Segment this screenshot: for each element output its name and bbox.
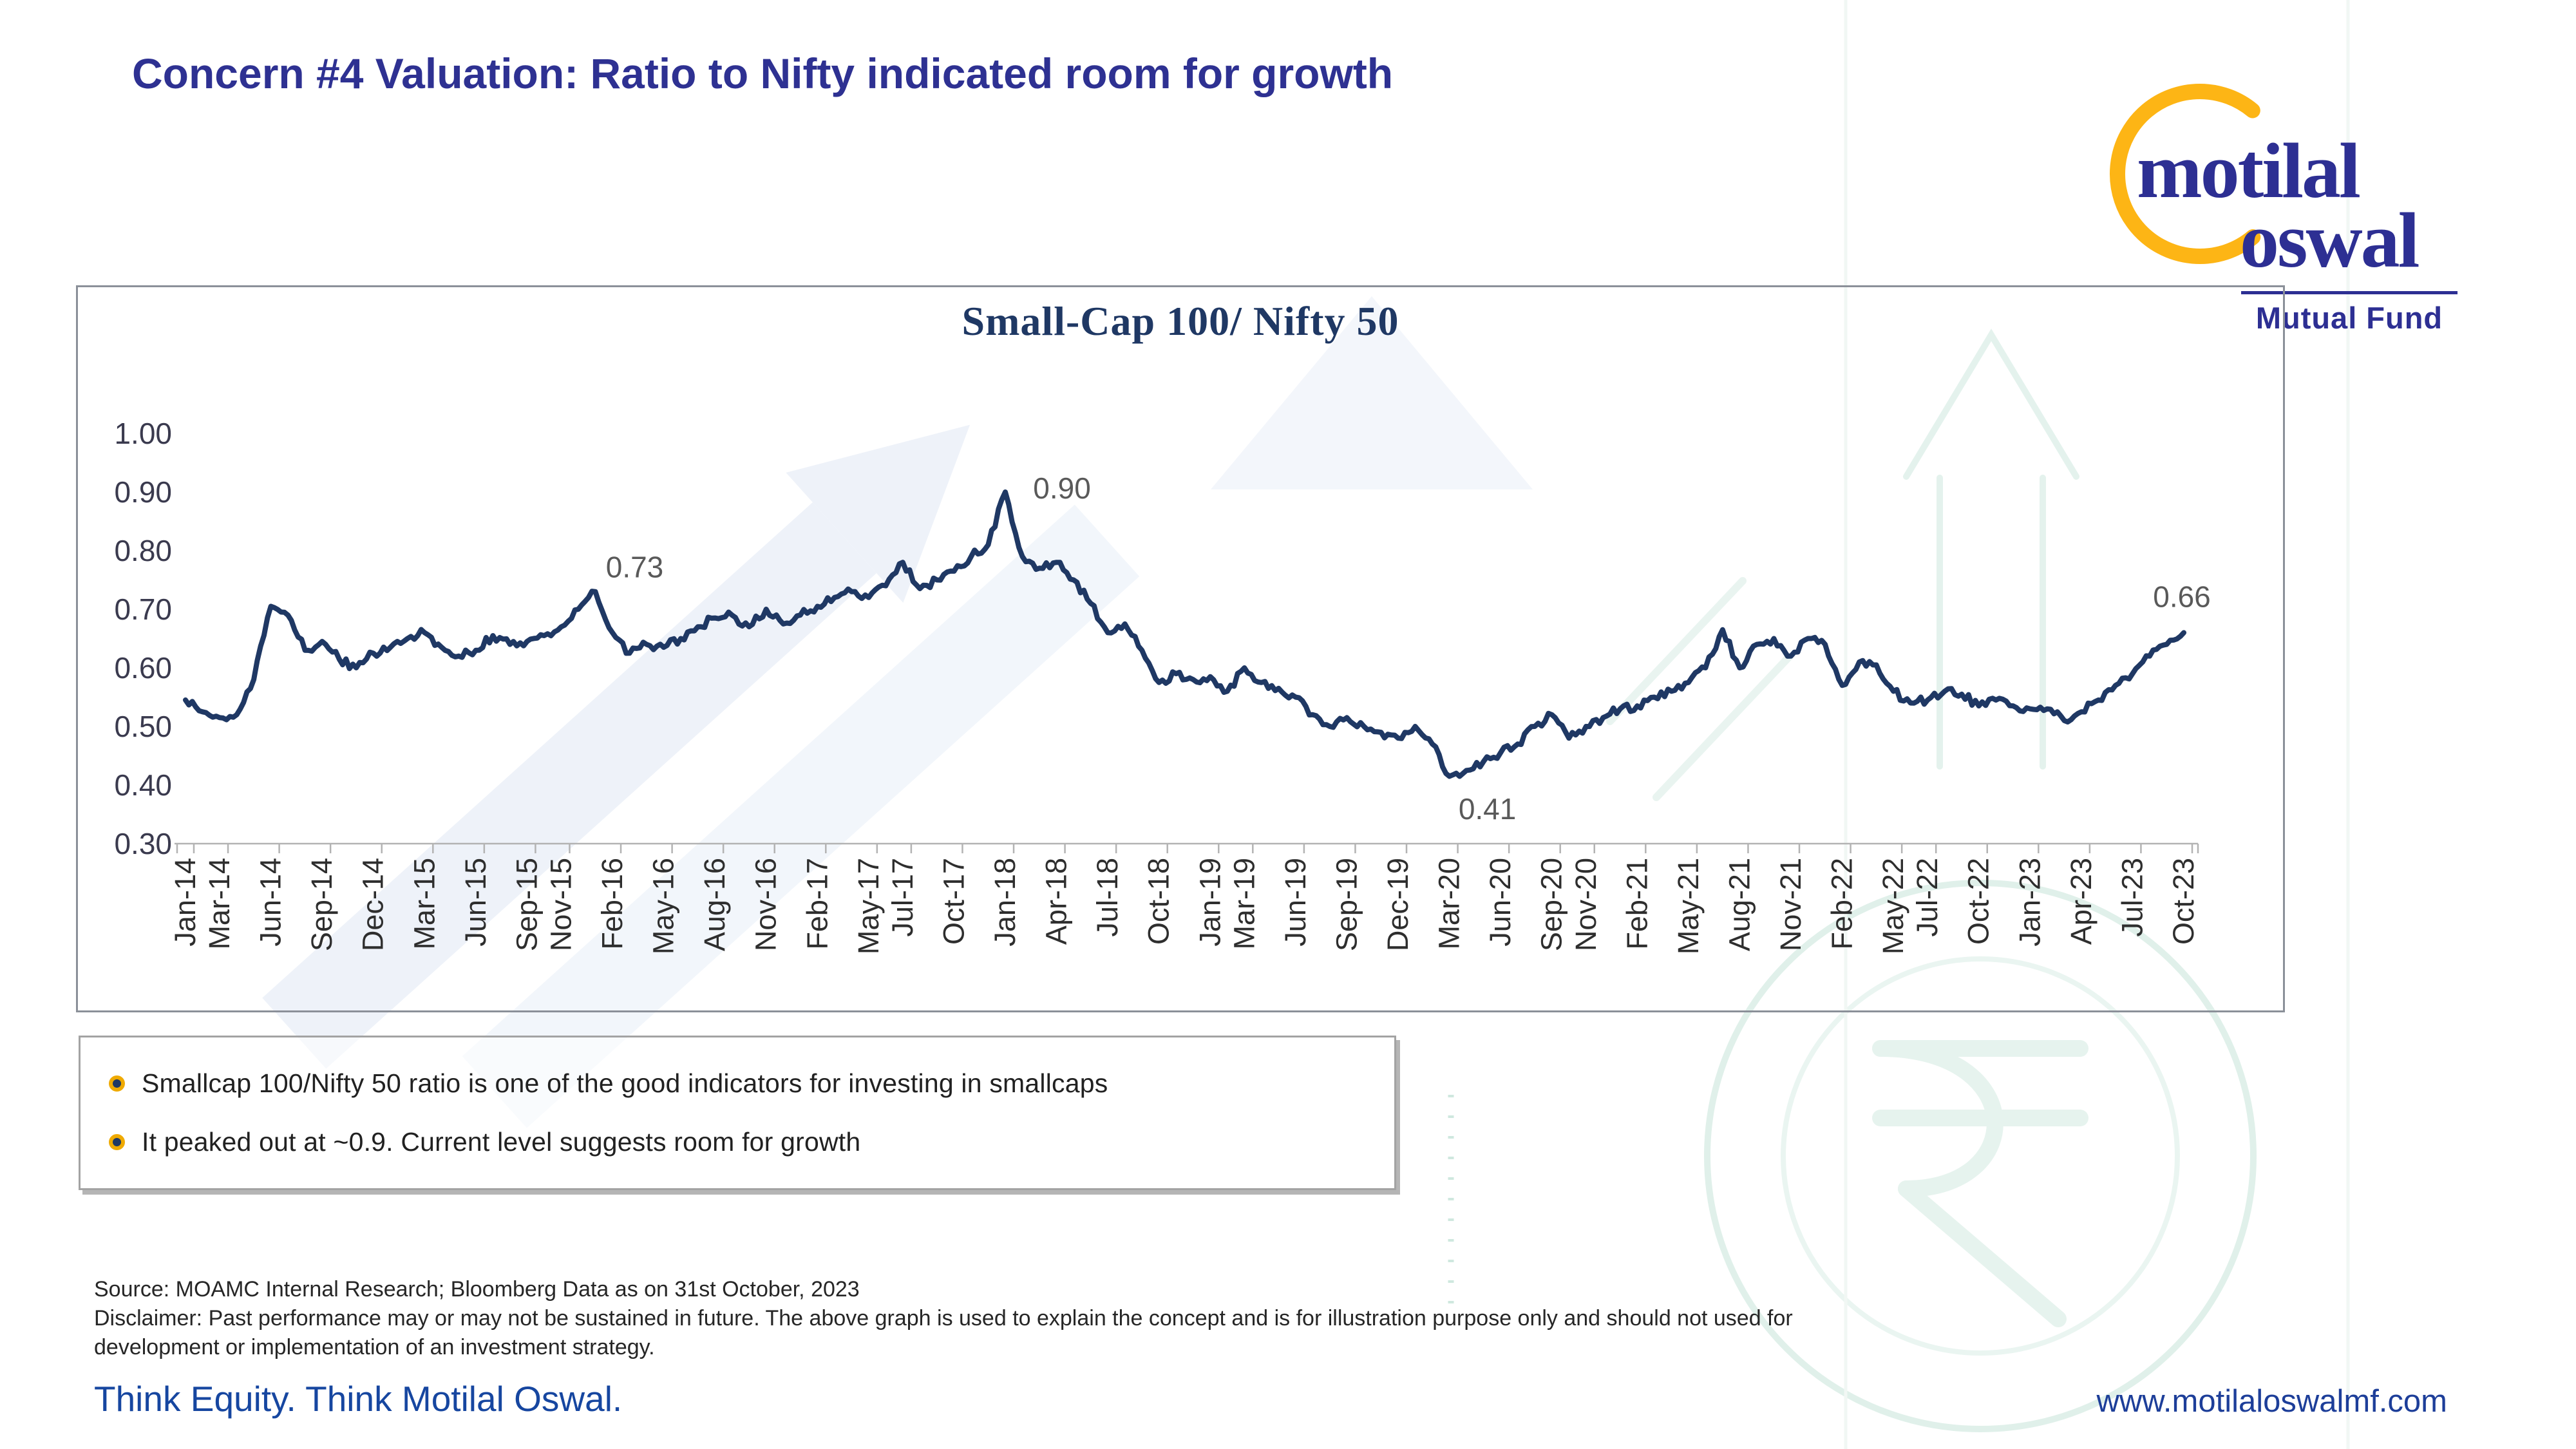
bullet-marker-icon xyxy=(109,1075,125,1092)
source-disclaimer: Source: MOAMC Internal Research; Bloombe… xyxy=(94,1275,1793,1362)
page-title: Concern #4 Valuation: Ratio to Nifty ind… xyxy=(132,50,1394,97)
x-axis-tick-label: Mar-19 xyxy=(1227,858,1260,950)
annotation-0.41: 0.41 xyxy=(1459,792,1517,826)
x-axis-tick-label: Oct-18 xyxy=(1142,858,1175,945)
x-axis-tick-label: Apr-23 xyxy=(2065,858,2098,945)
x-axis-tick-label: Aug-16 xyxy=(698,858,731,951)
x-axis-tick-label: Feb-21 xyxy=(1620,858,1653,950)
x-axis-tick-label: May-17 xyxy=(852,858,885,954)
annotation-0.73: 0.73 xyxy=(606,551,664,584)
x-axis-tick-label: Sep-15 xyxy=(510,858,543,951)
y-axis-tick-label: 0.50 xyxy=(114,710,172,743)
x-axis-tick-label: Nov-20 xyxy=(1569,858,1602,951)
x-axis-tick-label: May-16 xyxy=(647,858,680,954)
x-axis-tick-label: Oct-17 xyxy=(937,858,970,945)
x-axis-tick-label: Jun-19 xyxy=(1279,858,1312,947)
x-axis-tick-label: May-22 xyxy=(1877,858,1909,954)
x-axis-tick-label: Oct-22 xyxy=(1962,858,1995,945)
x-axis-tick-label: Feb-16 xyxy=(596,858,629,950)
x-axis-tick-label: Jul-17 xyxy=(886,858,919,937)
x-axis-tick-label: Nov-21 xyxy=(1774,858,1807,951)
x-axis-tick-label: Jan-23 xyxy=(2013,858,2046,947)
x-axis-tick-label: Jul-23 xyxy=(2116,858,2148,937)
x-axis-tick-label: Jul-18 xyxy=(1091,858,1124,937)
x-axis-tick-label: Dec-19 xyxy=(1381,858,1414,951)
x-axis-tick-label: Feb-17 xyxy=(800,858,833,950)
x-axis-tick-label: Feb-22 xyxy=(1826,858,1859,950)
brand-tagline: Think Equity. Think Motilal Oswal. xyxy=(94,1379,623,1419)
bullet-text: It peaked out at ~0.9. Current level sug… xyxy=(142,1127,861,1157)
y-axis-tick-label: 0.40 xyxy=(114,768,172,802)
y-axis-tick-label: 0.30 xyxy=(114,827,172,860)
x-axis-tick-label: Oct-23 xyxy=(2167,858,2200,945)
x-axis-tick-label: Jul-22 xyxy=(1911,858,1944,937)
logo-word-oswal: oswal xyxy=(2240,197,2420,284)
x-axis-tick-label: May-21 xyxy=(1672,858,1705,954)
x-axis-tick-label: Mar-15 xyxy=(408,858,440,950)
y-axis-tick-label: 0.70 xyxy=(114,592,172,626)
x-axis-tick-label: Jan-14 xyxy=(169,858,202,947)
y-axis-tick-label: 0.60 xyxy=(114,651,172,685)
insights-box: Smallcap 100/Nifty 50 ratio is one of th… xyxy=(79,1036,1396,1190)
x-axis-tick-label: Sep-20 xyxy=(1535,858,1568,951)
x-axis-tick-label: Dec-14 xyxy=(357,858,390,951)
disclaimer-line-2: development or implementation of an inve… xyxy=(94,1334,655,1359)
x-axis-tick-label: Sep-19 xyxy=(1330,858,1363,951)
x-axis-tick-label: Mar-14 xyxy=(203,858,236,950)
bullet-text: Smallcap 100/Nifty 50 ratio is one of th… xyxy=(142,1068,1108,1098)
y-axis-tick-label: 0.80 xyxy=(114,534,172,567)
chart-panel: Small-Cap 100/ Nifty 50 1.00 0.90 0.80 0.70… xyxy=(76,285,2285,1012)
logo-word-motilal: motilal xyxy=(2137,128,2361,214)
x-axis-tick-label: Apr-18 xyxy=(1040,858,1073,945)
x-axis-tick-label: Mar-20 xyxy=(1433,858,1466,950)
x-axis-tick-label: Sep-14 xyxy=(305,858,338,951)
x-axis-tick-label: Jun-15 xyxy=(459,858,492,947)
y-axis-tick-label: 1.00 xyxy=(114,417,172,450)
x-axis-tick-label: Jan-19 xyxy=(1193,858,1226,947)
x-axis-tick-label: Nov-16 xyxy=(750,858,782,951)
disclaimer-line-1: Disclaimer: Past performance may or may … xyxy=(94,1305,1793,1331)
x-axis-tick-label: Jun-14 xyxy=(254,858,287,947)
annotation-0.90: 0.90 xyxy=(1033,471,1091,505)
x-axis-tick-label: Jun-20 xyxy=(1484,858,1517,947)
ratio-line-series xyxy=(183,489,2186,779)
logo-arc-icon xyxy=(2110,84,2290,264)
x-axis-tick-label: Aug-21 xyxy=(1723,858,1756,951)
y-axis-tick-label: 0.90 xyxy=(114,475,172,509)
x-axis-tick-label: Nov-15 xyxy=(544,858,577,951)
source-note: Source: MOAMC Internal Research; Bloombe… xyxy=(94,1277,860,1302)
bullet-marker-icon xyxy=(109,1134,125,1150)
website-url: www.motilaloswalmf.com xyxy=(2096,1384,2447,1419)
annotation-0.66: 0.66 xyxy=(2153,580,2211,613)
bullet-item: Smallcap 100/Nifty 50 ratio is one of th… xyxy=(109,1068,1394,1099)
bullet-item: It peaked out at ~0.9. Current level sug… xyxy=(109,1127,1394,1157)
x-axis-tick-label: Jan-18 xyxy=(989,858,1021,947)
